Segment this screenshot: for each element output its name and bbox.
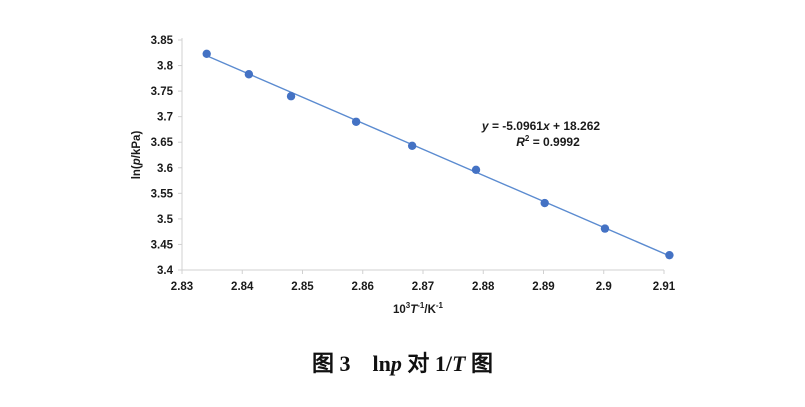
x-title-exp-neg1: -1 xyxy=(417,301,425,310)
data-point xyxy=(407,141,417,150)
x-tick-label: 2.85 xyxy=(291,281,314,293)
y-tick-label: 3.55 xyxy=(151,188,174,200)
caption-prefix: 图 3 xyxy=(312,351,351,376)
y-tick-label: 3.85 xyxy=(151,35,174,47)
y-tick-label: 3.5 xyxy=(157,214,174,226)
x-tick-label: 2.88 xyxy=(472,281,495,293)
x-tick-label: 2.87 xyxy=(412,281,434,293)
r-squared-label: R2 = 0.9992 xyxy=(516,134,580,149)
scatter-chart: 3.85 3.8 3.75 3.7 3.65 3.6 3.55 3.5 3.45 3.4 2.83… xyxy=(131,35,676,316)
data-points xyxy=(202,49,674,260)
y-tick-label: 3.6 xyxy=(157,163,173,175)
data-point xyxy=(286,92,296,101)
data-point xyxy=(471,165,481,175)
x-tick-label: 2.89 xyxy=(532,281,554,293)
data-point xyxy=(202,49,211,58)
x-tick-label: 2.84 xyxy=(231,281,254,293)
x-tick-label: 2.83 xyxy=(171,281,193,293)
x-tick-label: 2.9 xyxy=(596,281,612,293)
x-axis-title: 103T-1/K-1 xyxy=(393,301,444,316)
y-tick-label: 3.65 xyxy=(151,137,174,149)
y-title-p: p xyxy=(131,158,143,166)
eq-x: x xyxy=(542,119,551,133)
y-title-unit: /kPa) xyxy=(131,131,143,159)
y-title-ln: ln( xyxy=(131,165,143,179)
y-axis-title: ln(p/kPa) xyxy=(131,131,143,180)
data-point xyxy=(665,250,674,260)
eq-coef: = -5.0961 xyxy=(489,119,544,133)
x-title-exp3: 3 xyxy=(406,301,411,310)
eq-intercept: + 18.262 xyxy=(550,119,601,133)
caption-mid: 对 1/ xyxy=(401,351,453,376)
data-point xyxy=(540,198,549,208)
x-tick-label: 2.91 xyxy=(653,281,676,293)
x-tick-label: 2.86 xyxy=(352,281,374,293)
eq-y: y xyxy=(481,119,490,133)
data-point xyxy=(244,70,254,79)
trendline xyxy=(206,55,670,257)
x-axis: 2.83 2.84 2.85 2.86 2.87 2.88 2.89 2.9 2.91 xyxy=(171,269,676,293)
r2-exp: 2 xyxy=(525,134,530,143)
x-title-unit: /K xyxy=(424,304,436,316)
x-title-10: 10 xyxy=(393,304,406,316)
caption-ln: ln xyxy=(372,351,391,376)
y-tick-label: 3.8 xyxy=(157,61,174,73)
y-tick-label: 3.75 xyxy=(151,86,174,98)
y-tick-label: 3.4 xyxy=(157,265,174,277)
r2-value: = 0.9992 xyxy=(529,135,580,149)
caption-T: T xyxy=(452,351,466,376)
y-tick-label: 3.45 xyxy=(151,239,174,251)
trendline-equation: y = -5.0961x + 18.262 xyxy=(481,119,600,133)
x-title-T: T xyxy=(410,304,418,316)
r2-R: R xyxy=(516,135,525,149)
x-title-exp-neg1b: -1 xyxy=(436,301,444,310)
caption-p: p xyxy=(390,351,402,376)
data-point xyxy=(600,224,610,233)
y-tick-label: 3.7 xyxy=(157,112,173,124)
y-axis: 3.85 3.8 3.75 3.7 3.65 3.6 3.55 3.5 3.45 3.4 xyxy=(151,35,183,277)
figure-caption: 图 3 lnp 对 1/T 图 xyxy=(0,346,805,378)
data-point xyxy=(351,117,361,126)
caption-end: 图 xyxy=(465,351,493,376)
